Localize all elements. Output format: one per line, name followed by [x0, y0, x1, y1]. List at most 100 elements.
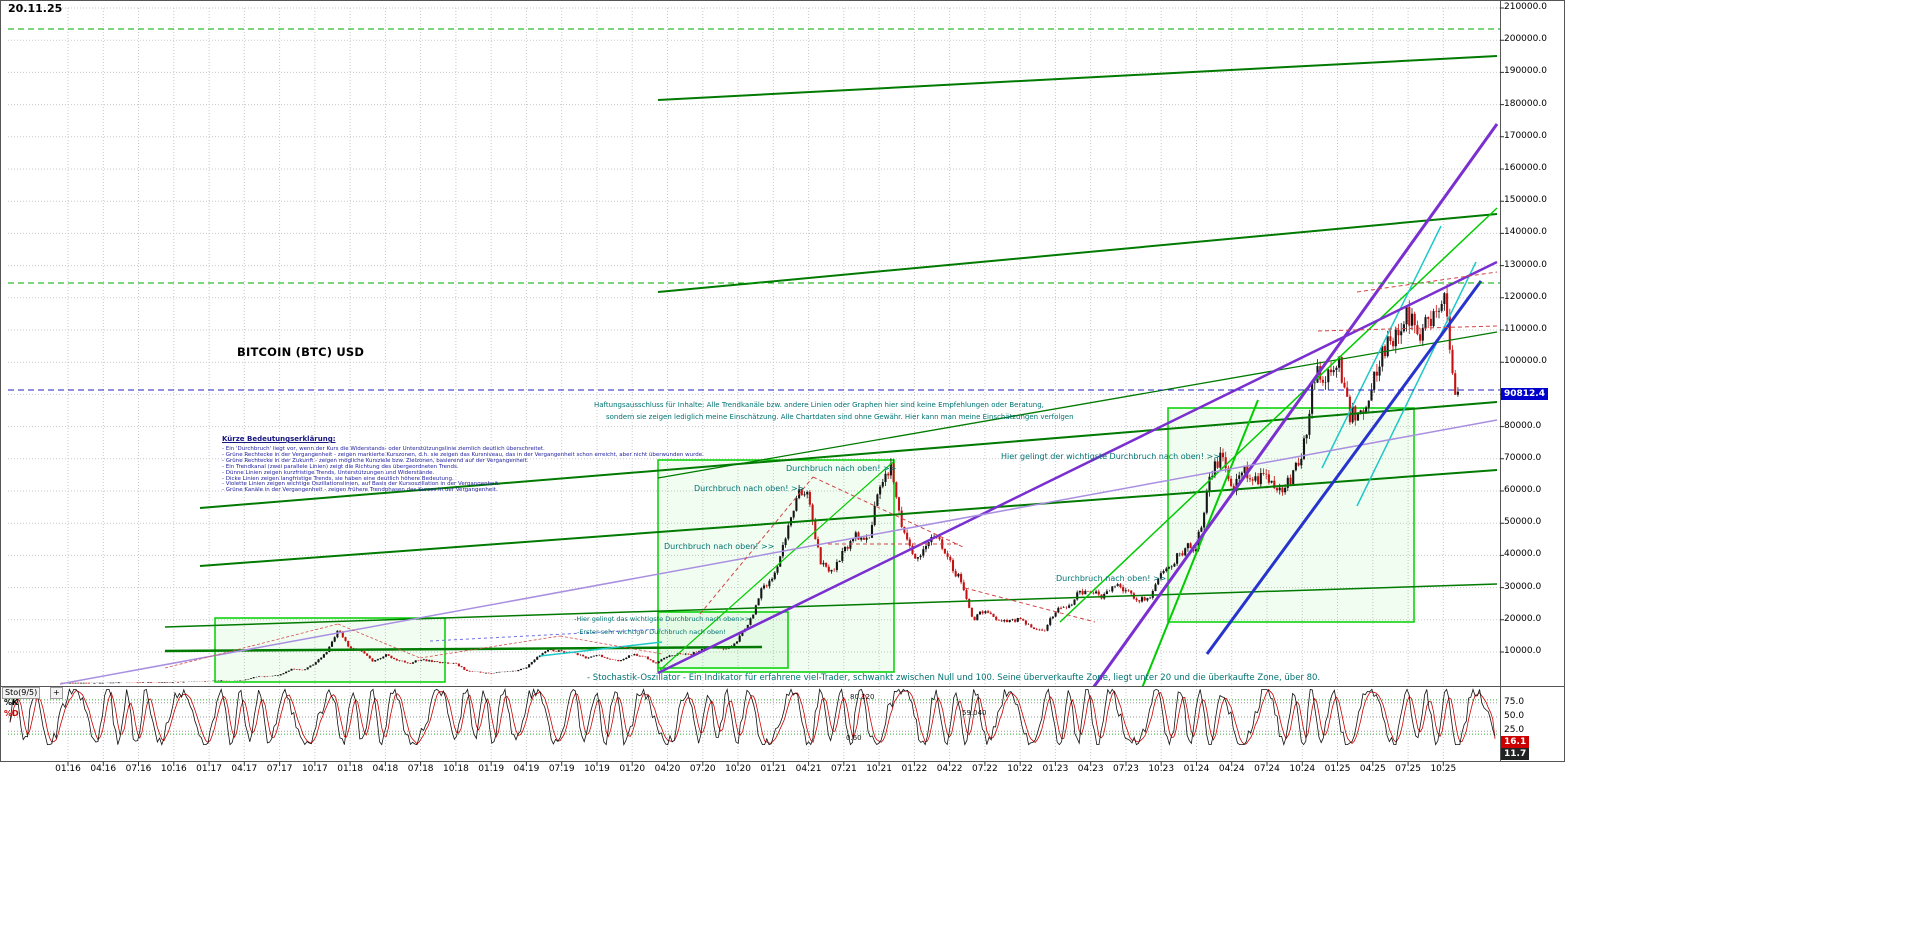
osc-d-label: %D — [4, 709, 19, 718]
trend-line — [1205, 280, 1483, 655]
breakout-annotation: -Erster sehr wichtiger Durchbruch nach o… — [577, 628, 726, 636]
legend-line: - Grüne Rechtecke in der Zukunft - zeige… — [222, 457, 529, 464]
price-axis-label: 80000.0 — [1504, 420, 1542, 431]
price-axis-label: 10000.0 — [1504, 646, 1542, 656]
date-axis-label: 01.18 — [337, 764, 363, 774]
trend-line — [59, 419, 1498, 685]
date-axis-label: 04.23 — [1077, 764, 1104, 774]
price-axis-label: 50000.0 — [1504, 517, 1542, 528]
legend-line: - Violette Linien zeigen wichtige Oszill… — [222, 481, 500, 488]
osc-percent-k-line — [9, 687, 1496, 747]
trend-line — [199, 469, 1498, 567]
date-axis-label: 01.25 — [1324, 764, 1351, 774]
trend-line — [657, 213, 1498, 293]
date-axis-label: 10.25 — [1430, 764, 1457, 774]
date-axis-label: 04.18 — [372, 764, 399, 774]
date-axis-label: 10.21 — [866, 764, 892, 774]
chart-title: BITCOIN (BTC) USD — [237, 345, 365, 359]
date-axis-label: 01.19 — [478, 764, 505, 774]
date-axis-label: 04.21 — [795, 764, 822, 774]
osc-scale-label: 75.0 — [1504, 696, 1525, 707]
price-axis-label: 140000.0 — [1504, 227, 1547, 238]
date-axis-label: 04.17 — [231, 764, 258, 774]
trend-line — [559, 635, 663, 655]
expand-indicator-button[interactable]: + — [50, 687, 63, 699]
date-axis-label: 07.18 — [407, 764, 434, 774]
date-axis-label: 07.17 — [266, 764, 293, 774]
date-axis-label: 04.16 — [90, 764, 117, 774]
date-axis-label: 07.23 — [1113, 764, 1139, 774]
price-axis-label: 200000.0 — [1504, 34, 1547, 45]
price-axis-label: 180000.0 — [1504, 98, 1547, 109]
legend-line: - Dicke Linien zeigen langfristige Trend… — [222, 475, 454, 482]
date-axis-label: 07.22 — [971, 764, 998, 774]
osc-level-label: 0.60 — [846, 734, 862, 742]
price-axis-label: 70000.0 — [1504, 452, 1542, 463]
price-axis-label: 20000.0 — [1504, 613, 1542, 624]
date-axis-label: 01.16 — [55, 764, 81, 774]
trend-line — [699, 476, 814, 615]
target-zone-box — [1167, 407, 1415, 623]
breakout-annotation: Durchbruch nach oben! >> — [664, 542, 775, 551]
legend-heading: Kürze Bedeutungserklärung: — [222, 435, 336, 443]
date-axis-label: 04.19 — [513, 764, 540, 774]
legend-line: - Grüne Kanäle in der Vergangenheit - ze… — [222, 487, 498, 494]
osc-k-value-badge: 16.1 — [1501, 736, 1530, 748]
osc-percent-d-line — [9, 688, 1496, 745]
price-axis-label: 170000.0 — [1504, 130, 1547, 141]
date-axis-label: 01.21 — [760, 764, 787, 774]
price-axis-label: 60000.0 — [1504, 485, 1542, 495]
date-axis-label: 01.24 — [1183, 764, 1210, 774]
date-axis-label: 07.24 — [1254, 764, 1280, 774]
stochastic-panel — [9, 687, 1496, 747]
date-axis-label: 04.24 — [1218, 764, 1245, 774]
trend-line — [164, 583, 1498, 628]
chart-frame — [0, 0, 1565, 762]
date-axis-label: 07.19 — [548, 764, 575, 774]
price-axis-label: 120000.0 — [1504, 291, 1547, 302]
axis-tick-marks — [67, 7, 1504, 766]
price-axis-label: 40000.0 — [1504, 549, 1542, 560]
trend-line — [164, 645, 763, 653]
date-axis-label: 07.20 — [689, 764, 716, 774]
breakout-annotation: Durchbruch nach oben! >> — [1056, 574, 1167, 583]
osc-level-label: 80.120 — [850, 693, 875, 701]
breakout-annotation: Durchbruch nach oben! >> — [786, 464, 897, 473]
osc-scale-label: 25.0 — [1504, 725, 1525, 736]
date-axis-label: 10.23 — [1148, 764, 1175, 774]
trend-line — [429, 628, 663, 642]
date-axis-label: 07.16 — [125, 764, 152, 774]
trend-line — [199, 401, 1498, 509]
date-axis-label: 10.18 — [443, 764, 469, 774]
trend-line — [1059, 207, 1498, 623]
disclaimer-line-1: Haftungsausschluss für Inhalte: Alle Tre… — [594, 401, 1044, 409]
date-axis-label: 01.20 — [619, 764, 646, 774]
legend-line: - Dünne Linien zeigen kurzfristige Trend… — [222, 469, 435, 476]
date-axis-label: 10.16 — [160, 764, 187, 774]
osc-guide-lines — [8, 702, 1497, 732]
trend-line — [1321, 225, 1442, 469]
date-axis-label: 10.24 — [1289, 764, 1316, 774]
trend-line — [419, 635, 561, 659]
trend-line — [1092, 123, 1499, 686]
date-axis-label: 10.19 — [584, 764, 610, 774]
breakout-annotation: -Hier gelingt das wichtigste Durchbruch … — [574, 615, 751, 623]
price-axis-label: 110000.0 — [1504, 324, 1547, 334]
breakout-annotation: Hier gelingt der wichtigste Durchbruch n… — [1001, 452, 1220, 461]
trend-line — [1356, 271, 1498, 293]
sto-indicator-button[interactable]: Sto(9/5) — [2, 687, 41, 699]
date-axis-label: 04.22 — [936, 764, 963, 774]
trend-line — [1317, 325, 1498, 332]
osc-k-label: %K — [4, 698, 19, 707]
disclaimer-line-2: sondern sie zeigen lediglich meine Einsc… — [606, 413, 1074, 421]
breakout-annotation: Durchbruch nach oben! >> — [694, 484, 805, 493]
current-price-badge: 90812.4 — [1501, 388, 1548, 400]
date-axis-label: 10.20 — [725, 764, 751, 774]
osc-d-value-badge: 11.7 — [1501, 748, 1530, 760]
date-axis-label: 01.17 — [196, 764, 222, 774]
date-axis-label: 04.25 — [1359, 764, 1386, 774]
date-axis-label: 01.23 — [1042, 764, 1069, 774]
date-axis-label: 04.20 — [654, 764, 681, 774]
